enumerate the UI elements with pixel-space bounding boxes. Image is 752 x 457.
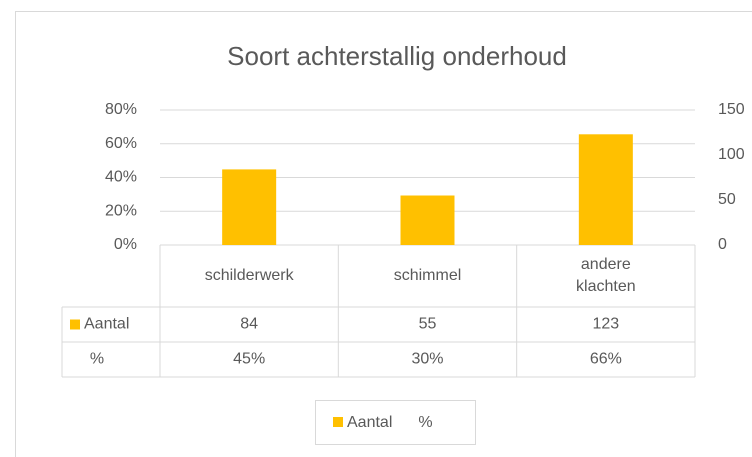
y-tick-label: 20%: [105, 202, 137, 219]
y2-tick-label: 150: [718, 101, 745, 118]
chart-border: [15, 11, 752, 457]
table-series-name: Aantal: [84, 316, 129, 333]
legend-key: [333, 417, 343, 427]
y2-tick-label: 0: [718, 236, 727, 253]
bar: [222, 169, 277, 245]
x-tick-label: schimmel: [393, 267, 462, 284]
table-legend-key: [70, 319, 80, 330]
y-tick-label: 40%: [105, 169, 137, 186]
table-value: 55: [419, 316, 437, 333]
chart-title: Soort achterstallig onderhoud: [227, 41, 567, 71]
legend-label: Aantal: [347, 414, 392, 431]
y2-tick-label: 100: [718, 146, 745, 163]
table-value: 66%: [590, 351, 622, 368]
table-value: 30%: [411, 351, 443, 368]
legend-label: %: [418, 414, 432, 431]
x-tick-label: schilderwerk: [204, 267, 294, 284]
bar: [578, 134, 633, 245]
table-series-name: %: [90, 351, 104, 368]
table-value: 84: [240, 316, 258, 333]
y-tick-label: 0%: [114, 236, 137, 253]
y-tick-label: 80%: [105, 101, 137, 118]
x-tick-label-box: schimmel: [393, 267, 462, 284]
table-value: 123: [592, 316, 619, 333]
y2-tick-label: 50: [718, 191, 736, 208]
x-tick-label-box: schilderwerk: [204, 267, 294, 284]
bar: [400, 195, 455, 245]
legend-box: [315, 400, 476, 445]
x-tick-label-box: andere klachten: [576, 256, 636, 295]
table-value: 45%: [233, 351, 265, 368]
y-tick-label: 60%: [105, 135, 137, 152]
x-tick-label: andere klachten: [576, 256, 636, 295]
